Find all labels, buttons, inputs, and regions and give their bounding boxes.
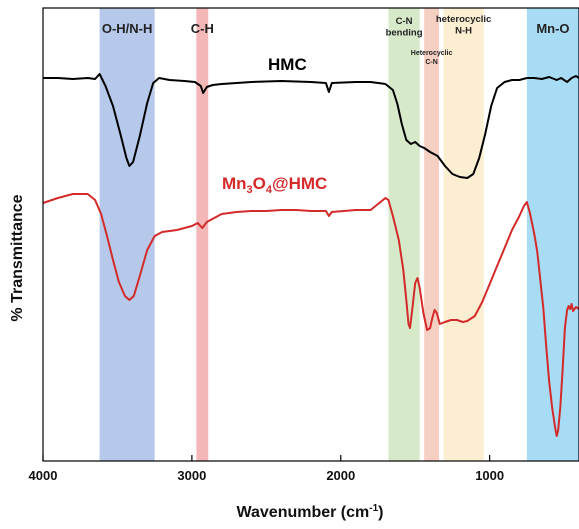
band-cn-bending bbox=[388, 8, 420, 461]
series-group bbox=[42, 73, 579, 437]
band-label-cn-bending-line1: C-N bbox=[396, 16, 413, 27]
x-axis-ticks: 4000 3000 2000 1000 bbox=[29, 455, 504, 483]
band-label-heterocyclic-cn-line2: C-N bbox=[425, 59, 437, 66]
band-label-heterocyclic-nh-line1: heterocyclic bbox=[436, 14, 491, 25]
band-labels-group: O-H/N-H C-H C-NbendingHeterocyclicC-Nheter… bbox=[102, 14, 570, 66]
x-tick-label-4000: 4000 bbox=[29, 468, 58, 483]
band-ch bbox=[196, 8, 209, 461]
series-line-mn3o4-hmc bbox=[42, 193, 579, 437]
band-label-heterocyclic-nh-line2: N-H bbox=[455, 26, 472, 37]
x-axis-title: Wavenumber (cm-1) bbox=[236, 503, 383, 521]
band-label-ch-line1: C-H bbox=[191, 21, 214, 36]
x-tick-label-3000: 3000 bbox=[177, 468, 206, 483]
x-tick-label-1000: 1000 bbox=[475, 468, 504, 483]
band-oh-nh bbox=[99, 8, 155, 461]
x-tick-label-2000: 2000 bbox=[326, 468, 355, 483]
band-heterocyclic-nh bbox=[443, 8, 484, 461]
series-line-hmc bbox=[43, 73, 579, 179]
series-label-mn3o4-hmc: Mn3O4@HMC bbox=[222, 174, 327, 196]
band-label-cn-bending-line2: bending bbox=[386, 28, 423, 39]
plot-frame bbox=[42, 7, 579, 462]
band-label-heterocyclic-cn-line1: Heterocyclic bbox=[411, 50, 453, 57]
band-mn-o bbox=[526, 8, 579, 461]
band-label-oh-nh-line1: O-H/N-H bbox=[102, 21, 153, 36]
band-shading-group bbox=[99, 8, 579, 461]
band-label-mn-o-line1: Mn-O bbox=[536, 21, 569, 36]
band-heterocyclic-cn bbox=[424, 8, 440, 461]
y-axis-title: % Transmittance bbox=[9, 194, 26, 321]
series-label-hmc: HMC bbox=[268, 55, 307, 74]
